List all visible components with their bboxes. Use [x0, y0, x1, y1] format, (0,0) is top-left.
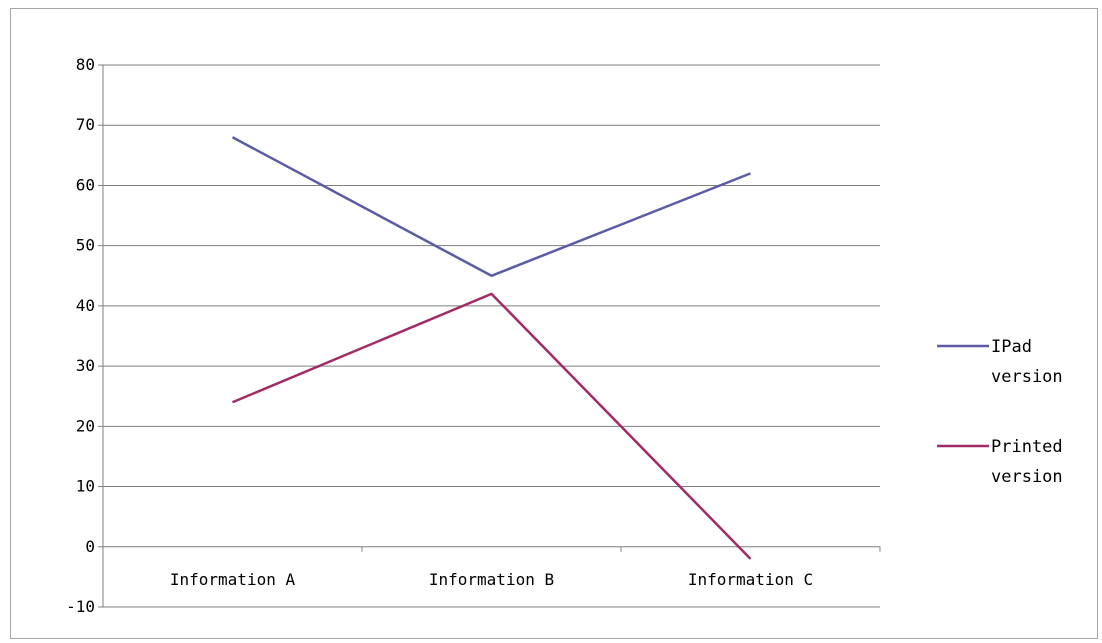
- y-tick-label: 20: [76, 416, 95, 435]
- y-tick-label: 60: [76, 175, 95, 194]
- series-lines: [231, 136, 752, 560]
- x-tick-label: Information B: [429, 570, 554, 589]
- y-tick-label: 40: [76, 296, 95, 315]
- legend-label: version: [991, 467, 1063, 487]
- y-tick-label: 0: [85, 537, 95, 556]
- y-tick-label: 80: [76, 55, 95, 74]
- y-tick-label: 10: [76, 477, 95, 496]
- x-tick-label: Information A: [170, 570, 296, 589]
- y-tick-label: 70: [76, 115, 95, 134]
- gridlines: [103, 64, 880, 608]
- legend-label: version: [991, 367, 1063, 387]
- legend-label: Printed: [991, 437, 1063, 457]
- axes: [98, 64, 881, 608]
- series-line-2: [232, 292, 752, 560]
- chart-frame: [10, 8, 1098, 639]
- x-tick-labels: Information A Information B Information C: [170, 570, 813, 589]
- series-line-1: [231, 136, 751, 278]
- x-tick-label: Information C: [688, 570, 813, 589]
- y-tick-label: -10: [66, 597, 95, 616]
- legend: IPad version Printed version: [937, 337, 1063, 487]
- y-tick-label: 30: [76, 356, 95, 375]
- y-tick-label: 50: [76, 236, 95, 255]
- legend-label: IPad: [991, 337, 1032, 357]
- y-tick-labels: -10 0 10 20 30 40 50 60 70 80: [66, 55, 95, 616]
